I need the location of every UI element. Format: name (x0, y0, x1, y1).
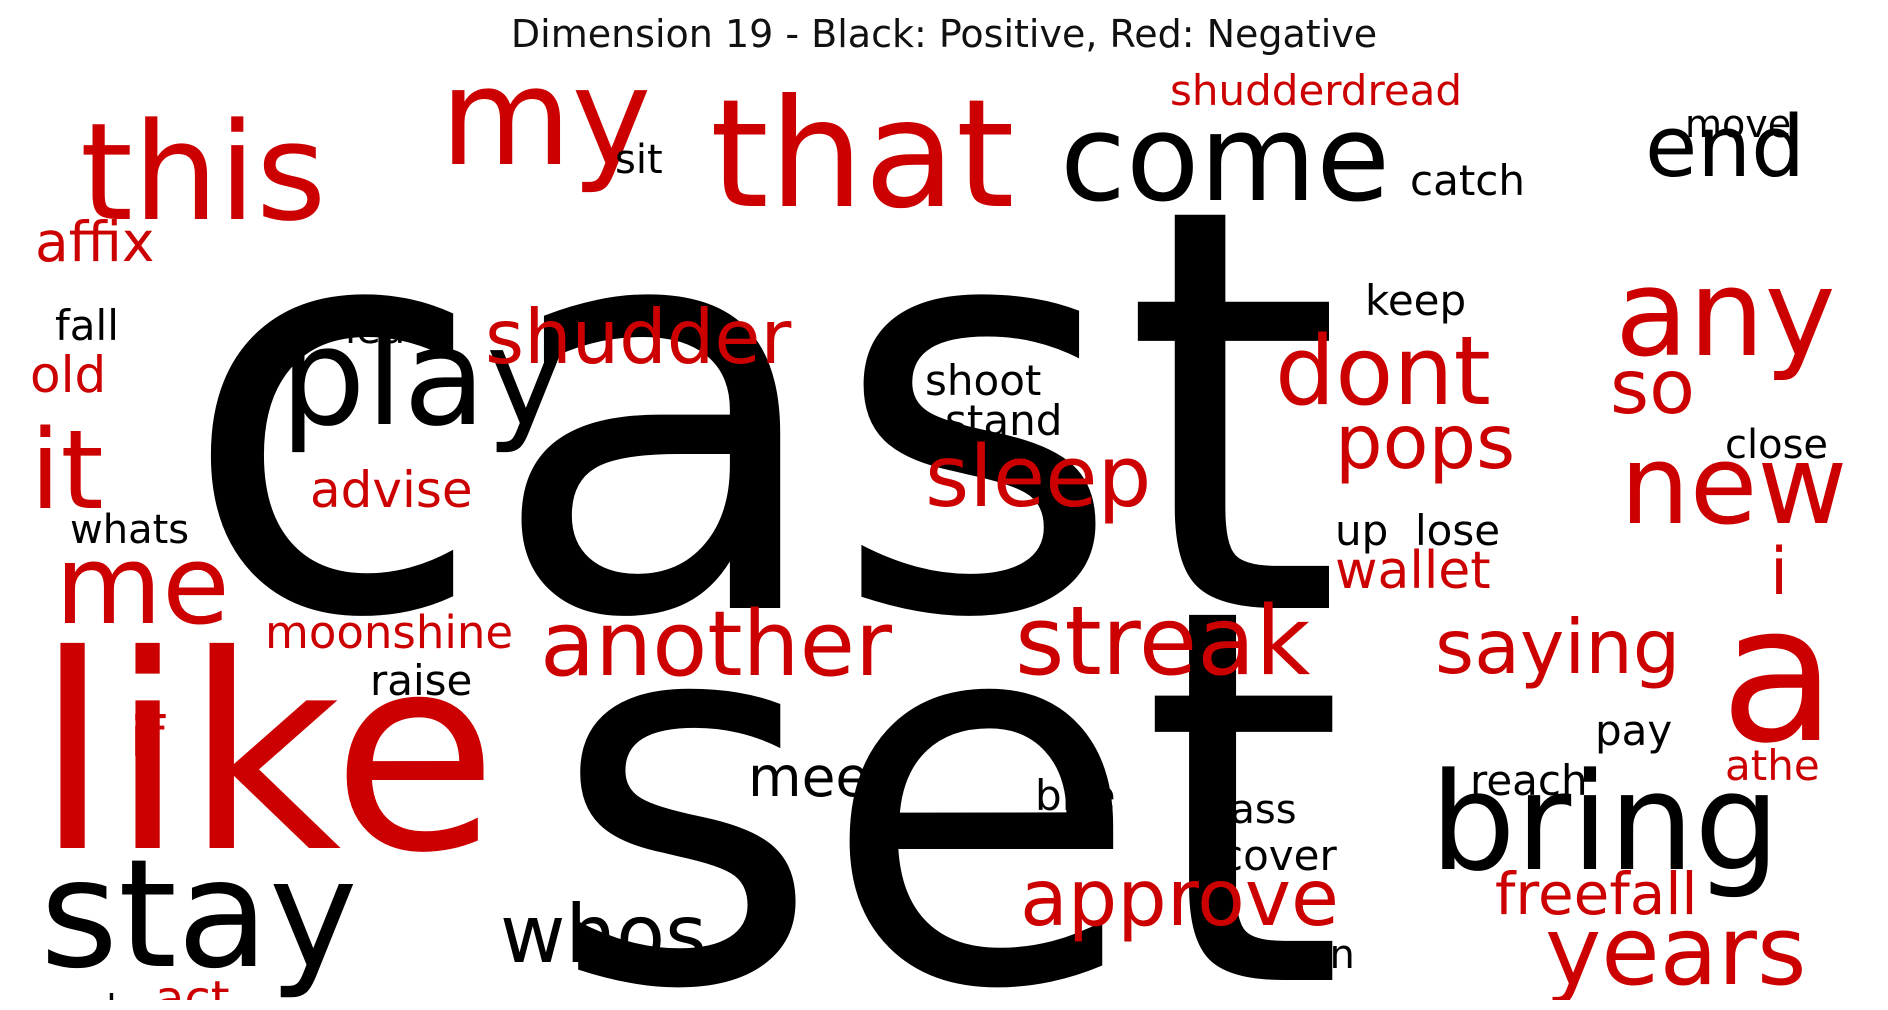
word-years: years (1545, 897, 1807, 1000)
word-end: end (1645, 98, 1806, 197)
word-shudder: shudder (485, 293, 792, 381)
word-up: up (1335, 506, 1389, 555)
word-i: i (1770, 535, 1789, 610)
word-any: any (1615, 245, 1836, 384)
word-stand: stand (945, 396, 1063, 445)
word-another: another (540, 592, 892, 697)
word-cast: cast (180, 89, 1343, 741)
word-raise: raise (370, 656, 473, 705)
word-advise: advise (310, 461, 473, 519)
word-set: set (550, 497, 1345, 1000)
word-streak: streak (1015, 587, 1311, 697)
word-saying: saying (1435, 603, 1681, 691)
word-stay: stay (40, 828, 358, 1000)
word-approve: approve (1020, 854, 1340, 944)
word-leave: leave (345, 307, 454, 353)
word-reach: reach (1470, 756, 1588, 805)
word-new: new (1620, 421, 1848, 549)
word-pay: pay (1595, 706, 1673, 755)
word-keep: keep (1365, 276, 1467, 325)
word-shudderdread: shudderdread (1170, 66, 1463, 115)
word-bite: bite (1035, 771, 1116, 820)
word-lose: lose (1415, 506, 1501, 555)
chart-title: Dimension 19 - Black: Positive, Red: Neg… (510, 12, 1378, 56)
word-cloud: cast set like that this my come play stay bring an… (30, 50, 1858, 1000)
word-act: act (155, 971, 230, 1000)
word-pass: pass (1205, 787, 1297, 833)
word-whats: whats (70, 507, 190, 553)
word-old: old (30, 346, 107, 404)
word-affix: affix (35, 210, 155, 274)
word-fall: fall (55, 301, 119, 350)
word-moonshine: moonshine (265, 606, 514, 659)
word-shoot: shoot (925, 356, 1042, 405)
word-close: close (1725, 422, 1829, 468)
word-play: play (280, 299, 566, 456)
word-if: if (130, 705, 165, 769)
word-pops: pops (1335, 398, 1516, 486)
word-me: me (55, 521, 230, 649)
word-meet: meet (748, 745, 891, 809)
word-ends: ends (45, 990, 136, 1000)
word-heels: heels (1140, 301, 1252, 350)
word-sleep: sleep (925, 428, 1152, 527)
word-move: move (1685, 102, 1792, 146)
word-cover: cover (1220, 831, 1337, 880)
word-that: that (710, 68, 1015, 242)
word-whos: whos (500, 888, 707, 981)
word-dont: dont (1275, 317, 1491, 427)
word-bring: bring (1430, 744, 1780, 901)
word-sit: sit (615, 137, 663, 183)
word-like: like (35, 597, 498, 912)
word-come: come (1060, 90, 1391, 229)
word-so: so (1610, 343, 1695, 431)
word-freefall: freefall (1495, 860, 1698, 928)
word-wallet: wallet (1335, 541, 1491, 601)
word-my: my (440, 50, 652, 196)
word-this: this (80, 94, 327, 251)
word-open: open (1255, 932, 1355, 978)
word-a: a (1720, 564, 1837, 785)
word-athe: athe (1725, 741, 1820, 790)
word-it: it (30, 406, 104, 534)
word-catch: catch (1410, 156, 1526, 205)
